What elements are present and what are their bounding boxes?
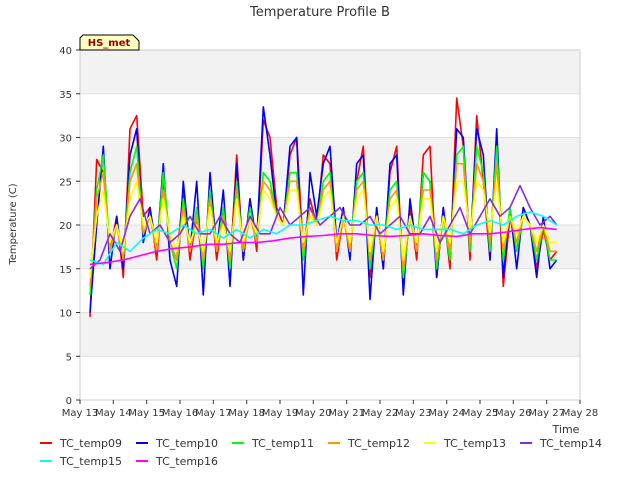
legend-label: TC_temp11: [251, 437, 314, 450]
legend-item: TC_temp12: [328, 437, 410, 450]
plot-background: [80, 49, 580, 401]
series-line-tc-temp13: [89, 180, 557, 278]
site-annotation: HS_met: [79, 34, 140, 51]
series-lines: [89, 97, 558, 317]
y-tick-label: 0: [66, 396, 72, 407]
legend-item: TC_temp16: [136, 455, 218, 468]
x-tick-label: May 22: [362, 408, 399, 419]
annotation-box: [79, 34, 140, 51]
x-tick-label: May 25: [462, 408, 499, 419]
legend-item: TC_temp10: [136, 437, 218, 450]
x-tick-label: May 28: [562, 408, 599, 419]
x-tick-label: May 19: [262, 408, 299, 419]
y-axis: 0 5 10 15 20 25 30 35 40: [59, 46, 80, 407]
series-line-tc-temp16: [89, 226, 557, 266]
legend-item: TC_temp15: [40, 455, 122, 468]
y-tick-label: 15: [59, 265, 72, 276]
legend-item: TC_temp14: [520, 437, 602, 450]
y-tick-label: 25: [59, 177, 72, 188]
legend: TC_temp09 TC_temp10 TC_temp11 TC_temp12 TC_t…: [40, 437, 602, 468]
x-tick-label: May 15: [128, 408, 165, 419]
x-tick-label: May 23: [395, 408, 432, 419]
x-tick-label: May 16: [162, 408, 199, 419]
y-tick-label: 20: [59, 221, 72, 232]
legend-label: TC_temp10: [155, 437, 218, 450]
grid-band: [80, 356, 580, 400]
y-tick-label: 5: [66, 352, 72, 363]
legend-label: TC_temp16: [155, 455, 218, 468]
legend-label: TC_temp09: [59, 437, 122, 450]
x-tick-label: May 27: [528, 408, 565, 419]
x-tick-label: May 21: [328, 408, 365, 419]
x-tick-label: May 24: [428, 408, 465, 419]
y-tick-label: 10: [59, 309, 72, 320]
legend-item: TC_temp11: [232, 437, 314, 450]
annotation-text: HS_met: [88, 38, 131, 49]
y-tick-label: 35: [59, 90, 72, 101]
x-tick-label: May 13: [62, 408, 99, 419]
x-tick-label: May 18: [228, 408, 265, 419]
grid-band: [80, 312, 580, 357]
x-tick-label: May 20: [295, 408, 332, 419]
legend-label: TC_temp14: [539, 437, 602, 450]
x-tick-label: May 26: [495, 408, 532, 419]
series-line-tc-temp14: [89, 184, 558, 270]
series-line-tc-temp15: [89, 211, 558, 266]
y-tick-label: 30: [59, 134, 72, 145]
legend-label: TC_temp13: [443, 437, 506, 450]
grid-band: [80, 93, 580, 138]
chart-title: Temperature Profile B: [249, 5, 390, 20]
legend-item: TC_temp13: [424, 437, 506, 450]
x-axis-label: Time: [552, 423, 580, 436]
legend-label: TC_temp12: [347, 437, 410, 450]
grid-band: [80, 50, 580, 94]
grid-band: [80, 268, 580, 313]
y-tick-label: 40: [59, 46, 72, 57]
x-tick-label: May 14: [95, 408, 132, 419]
x-tick-label: May 17: [195, 408, 232, 419]
legend-item: TC_temp09: [40, 437, 122, 450]
legend-label: TC_temp15: [59, 455, 122, 468]
y-axis-label: Temperature (C): [8, 183, 19, 265]
